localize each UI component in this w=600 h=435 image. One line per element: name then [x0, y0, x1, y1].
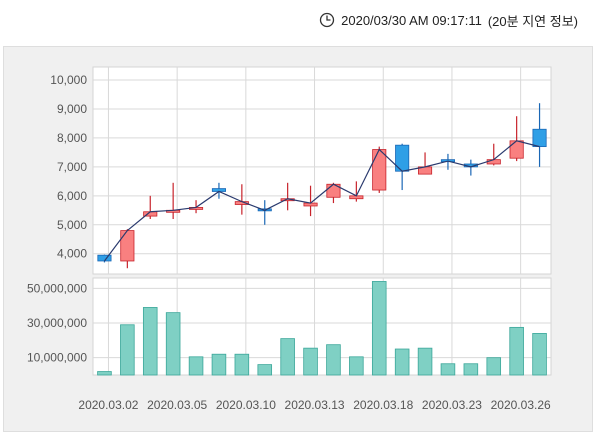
volume-bar — [142, 307, 158, 376]
price-y-tick-label: 6,000 — [57, 189, 87, 203]
close-price-line — [103, 140, 540, 262]
volume-bar — [257, 364, 273, 376]
price-y-tick-label: 10,000 — [50, 73, 87, 87]
volume-bar — [509, 326, 524, 376]
candle-body — [97, 254, 112, 262]
price-plot-area — [92, 66, 552, 275]
price-y-tick-label: 5,000 — [57, 218, 87, 232]
volume-bar — [165, 312, 181, 376]
x-tick-label: 2020.03.18 — [353, 398, 413, 412]
x-tick-label: 2020.03.26 — [491, 398, 551, 412]
volume-bar — [371, 281, 387, 376]
volume-bar — [417, 347, 433, 376]
candle-body — [532, 128, 547, 148]
volume-bar — [349, 356, 364, 376]
volume-bar — [326, 344, 341, 376]
volume-bar — [120, 324, 135, 376]
volume-bar — [211, 353, 227, 376]
volume-bar — [394, 348, 410, 376]
timestamp-text: 2020/03/30 AM 09:17:11 — [341, 12, 482, 28]
volume-bar — [440, 363, 456, 376]
volume-y-tick-label: 10,000,000 — [27, 351, 87, 365]
volume-bar — [188, 356, 204, 376]
volume-bar — [532, 333, 547, 376]
delay-note: (20분 지연 정보) — [487, 13, 578, 29]
price-y-tick-label: 4,000 — [57, 247, 87, 261]
volume-bar — [463, 363, 479, 376]
volume-bar — [280, 338, 295, 376]
price-y-tick-label: 8,000 — [57, 131, 87, 145]
volume-bar — [486, 357, 502, 376]
candle-body — [509, 140, 524, 159]
price-y-tick-label: 7,000 — [57, 160, 87, 174]
price-y-tick-label: 9,000 — [57, 102, 87, 116]
volume-bar — [303, 347, 318, 376]
volume-bar — [234, 353, 250, 376]
clock-icon — [319, 12, 335, 28]
volume-y-tick-label: 30,000,000 — [27, 316, 87, 330]
x-tick-label: 2020.03.02 — [78, 398, 138, 412]
candle-body — [486, 159, 501, 165]
x-tick-label: 2020.03.05 — [147, 398, 207, 412]
x-tick-label: 2020.03.23 — [422, 398, 482, 412]
volume-y-tick-label: 50,000,000 — [27, 281, 87, 295]
volume-plot-area — [92, 277, 552, 376]
x-tick-label: 2020.03.10 — [216, 398, 276, 412]
volume-bar — [97, 371, 112, 376]
candle-body — [120, 230, 135, 262]
x-tick-label: 2020.03.13 — [285, 398, 345, 412]
timestamp-bar: 2020/03/30 AM 09:17:11 (20분 지연 정보) — [319, 9, 578, 31]
candle-body — [372, 149, 387, 191]
